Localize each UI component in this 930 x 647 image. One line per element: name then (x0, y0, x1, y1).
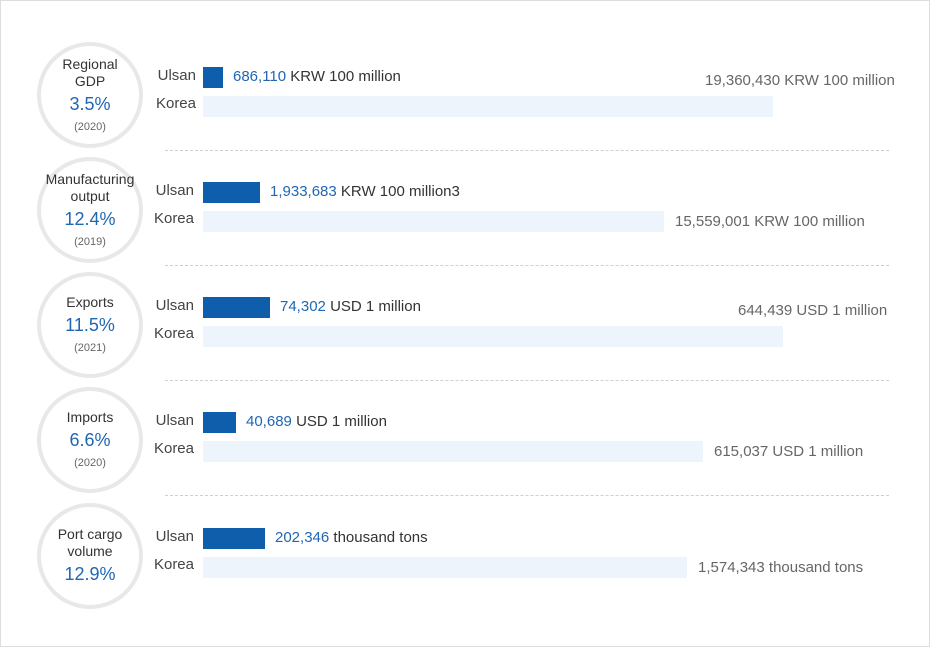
metric-share: 12.4% (64, 208, 116, 229)
korea-value-label: 1,574,343 thousand tons (698, 559, 864, 576)
korea-bar (203, 326, 783, 347)
metric-label: Exports (66, 294, 114, 310)
ulsan-value-label: 74,302 USD 1 million (280, 298, 421, 315)
korea-row-label: Korea (153, 210, 194, 227)
ulsan-row-label: Ulsan (155, 182, 194, 199)
korea-value-label: 644,439 USD 1 million (738, 302, 888, 319)
metric-row: Manufacturing output 12.4% (2019) Ulsan Kore… (0, 157, 928, 272)
row-divider (165, 150, 889, 151)
metric-label: Regional GDP (62, 55, 118, 89)
ulsan-row-label: Ulsan (155, 528, 194, 545)
korea-bar (203, 211, 664, 232)
metric-label: Manufacturing output (45, 170, 135, 204)
ulsan-value-label: 202,346 thousand tons (275, 529, 428, 546)
korea-row-label: Korea (153, 440, 194, 457)
row-divider (165, 265, 889, 266)
ulsan-bar (203, 182, 260, 203)
ulsan-row-label: Ulsan (155, 297, 194, 314)
ulsan-bar (203, 297, 270, 318)
metric-year: (2020) (74, 120, 106, 133)
metric-row: Imports 6.6% (2020) Ulsan Korea 40,689 USD 1 … (0, 387, 928, 502)
korea-row-label: Korea (155, 95, 196, 112)
row-divider (165, 380, 889, 381)
metric-badge: Port cargo volume 12.9% (37, 503, 143, 609)
korea-value-label: 19,360,430 KRW 100 million (705, 72, 895, 89)
ulsan-value-unit: USD 1 million (296, 413, 387, 430)
metric-share: 6.6% (69, 430, 111, 450)
metric-badge: Imports 6.6% (2020) (37, 387, 143, 493)
metric-share: 12.9% (64, 564, 116, 584)
metric-badge: Manufacturing output 12.4% (2019) (37, 157, 143, 263)
row-divider (165, 495, 889, 496)
metric-year: (2020) (74, 457, 106, 469)
ulsan-value-label: 686,110 KRW 100 million (233, 68, 401, 85)
ulsan-value-number: 74,302 (280, 298, 326, 315)
ulsan-value-number: 202,346 (275, 529, 330, 546)
metric-share: 3.5% (69, 93, 111, 114)
ulsan-row-label: Ulsan (155, 412, 194, 429)
korea-bar (203, 441, 703, 462)
ulsan-bar (203, 67, 223, 88)
metric-label: Imports (66, 409, 114, 425)
ulsan-value-number: 40,689 (246, 413, 292, 430)
ulsan-value-label: 1,933,683 KRW 100 million3 (270, 183, 460, 200)
metric-year: (2019) (74, 235, 106, 248)
korea-row-label: Korea (153, 325, 194, 342)
metric-share: 11.5% (65, 315, 115, 335)
korea-bar (203, 557, 687, 578)
ulsan-value-number: 686,110 (233, 68, 287, 85)
ulsan-value-number: 1,933,683 (270, 183, 337, 200)
metric-badge: Exports 11.5% (2021) (37, 272, 143, 378)
ulsan-value-unit: KRW 100 million (290, 68, 401, 85)
metric-label: Port cargo volume (57, 526, 123, 559)
metric-badge: Regional GDP 3.5% (2020) (37, 42, 143, 148)
ulsan-value-label: 40,689 USD 1 million (246, 413, 387, 430)
ulsan-bar (203, 412, 236, 433)
ulsan-row-label: Ulsan (157, 67, 196, 84)
ulsan-value-unit: KRW 100 million3 (340, 183, 460, 200)
korea-value-label: 615,037 USD 1 million (714, 443, 864, 460)
metric-year: (2021) (74, 342, 106, 354)
metric-row: Regional GDP 3.5% (2020) Ulsan Korea 686,110 … (0, 42, 928, 157)
metric-row: Exports 11.5% (2021) Ulsan Korea 74,302 USD 1… (0, 272, 928, 387)
korea-bar (203, 96, 773, 117)
ulsan-value-unit: thousand tons (333, 529, 428, 546)
ulsan-value-unit: USD 1 million (330, 298, 421, 315)
metric-row: Port cargo volume 12.9% Ulsan Korea 202,346 … (0, 503, 928, 618)
korea-row-label: Korea (153, 556, 194, 573)
ulsan-bar (203, 528, 265, 549)
korea-value-label: 15,559,001 KRW 100 million (675, 213, 865, 230)
